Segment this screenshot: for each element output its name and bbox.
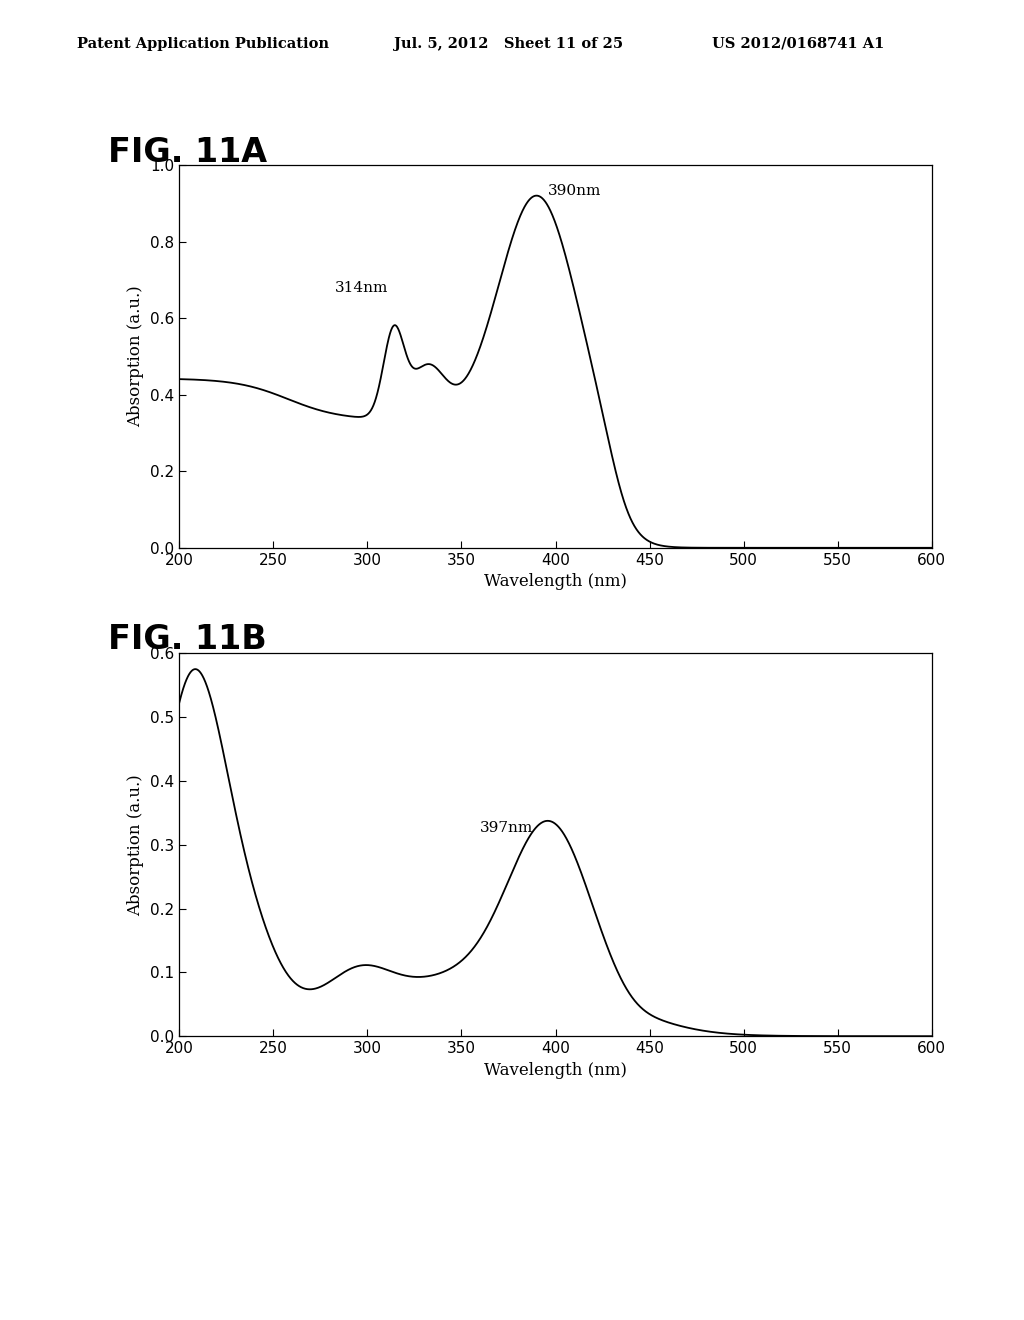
Text: FIG. 11B: FIG. 11B xyxy=(108,623,266,656)
Text: US 2012/0168741 A1: US 2012/0168741 A1 xyxy=(712,37,884,51)
Text: FIG. 11A: FIG. 11A xyxy=(108,136,266,169)
Text: 397nm: 397nm xyxy=(480,821,534,836)
Text: Patent Application Publication: Patent Application Publication xyxy=(77,37,329,51)
Text: 314nm: 314nm xyxy=(336,281,389,296)
Text: 390nm: 390nm xyxy=(548,183,601,198)
Y-axis label: Absorption (a.u.): Absorption (a.u.) xyxy=(128,774,144,916)
X-axis label: Wavelength (nm): Wavelength (nm) xyxy=(484,573,627,590)
Y-axis label: Absorption (a.u.): Absorption (a.u.) xyxy=(128,285,144,428)
X-axis label: Wavelength (nm): Wavelength (nm) xyxy=(484,1061,627,1078)
Text: Jul. 5, 2012   Sheet 11 of 25: Jul. 5, 2012 Sheet 11 of 25 xyxy=(394,37,624,51)
